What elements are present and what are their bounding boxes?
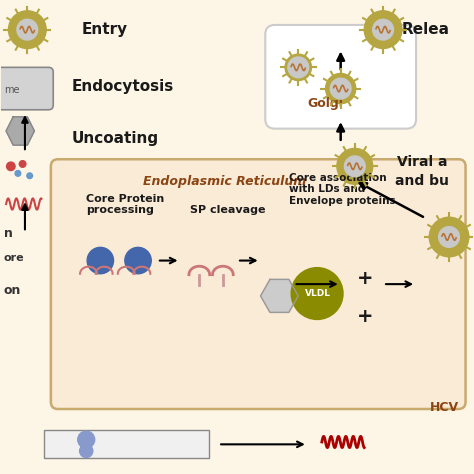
Circle shape bbox=[17, 19, 37, 40]
Circle shape bbox=[345, 156, 365, 177]
Text: VLDL: VLDL bbox=[305, 289, 331, 298]
Circle shape bbox=[15, 171, 21, 176]
Text: ore: ore bbox=[4, 253, 24, 263]
Polygon shape bbox=[6, 117, 35, 145]
Text: +: + bbox=[357, 307, 374, 326]
Circle shape bbox=[326, 73, 356, 104]
Text: HCV: HCV bbox=[430, 401, 459, 414]
Circle shape bbox=[7, 162, 15, 171]
Circle shape bbox=[125, 247, 151, 274]
Circle shape bbox=[291, 268, 343, 319]
Text: Endocytosis: Endocytosis bbox=[72, 79, 174, 94]
Text: Endoplasmic Reticulum: Endoplasmic Reticulum bbox=[143, 175, 306, 188]
Text: SP cleavage: SP cleavage bbox=[190, 205, 265, 216]
Text: Core Protein
processing: Core Protein processing bbox=[86, 194, 164, 216]
Text: me: me bbox=[4, 85, 19, 95]
Circle shape bbox=[438, 227, 459, 247]
Circle shape bbox=[87, 247, 114, 274]
Circle shape bbox=[373, 19, 393, 40]
FancyBboxPatch shape bbox=[1, 1, 473, 152]
Circle shape bbox=[78, 431, 95, 448]
Text: Uncoating: Uncoating bbox=[72, 131, 159, 146]
FancyBboxPatch shape bbox=[51, 159, 465, 409]
Text: on: on bbox=[4, 283, 21, 297]
Circle shape bbox=[330, 78, 351, 99]
Text: Entry: Entry bbox=[82, 22, 128, 37]
Text: +: + bbox=[357, 269, 374, 288]
Circle shape bbox=[9, 11, 46, 48]
Text: Core association
with LDs and
Envelope proteins: Core association with LDs and Envelope p… bbox=[289, 173, 395, 206]
Circle shape bbox=[80, 444, 93, 457]
Text: n: n bbox=[4, 227, 13, 240]
Circle shape bbox=[364, 11, 402, 48]
FancyBboxPatch shape bbox=[265, 25, 416, 128]
Circle shape bbox=[337, 148, 373, 184]
Circle shape bbox=[285, 54, 311, 81]
Circle shape bbox=[27, 173, 33, 179]
Text: Viral a: Viral a bbox=[397, 155, 448, 169]
Polygon shape bbox=[261, 279, 298, 312]
FancyBboxPatch shape bbox=[0, 67, 53, 110]
Text: and bu: and bu bbox=[395, 174, 449, 188]
Text: Relea: Relea bbox=[402, 22, 450, 37]
FancyBboxPatch shape bbox=[44, 430, 209, 458]
Circle shape bbox=[19, 161, 26, 167]
Circle shape bbox=[288, 57, 309, 78]
Text: Golgi: Golgi bbox=[308, 98, 344, 110]
Circle shape bbox=[429, 217, 469, 257]
